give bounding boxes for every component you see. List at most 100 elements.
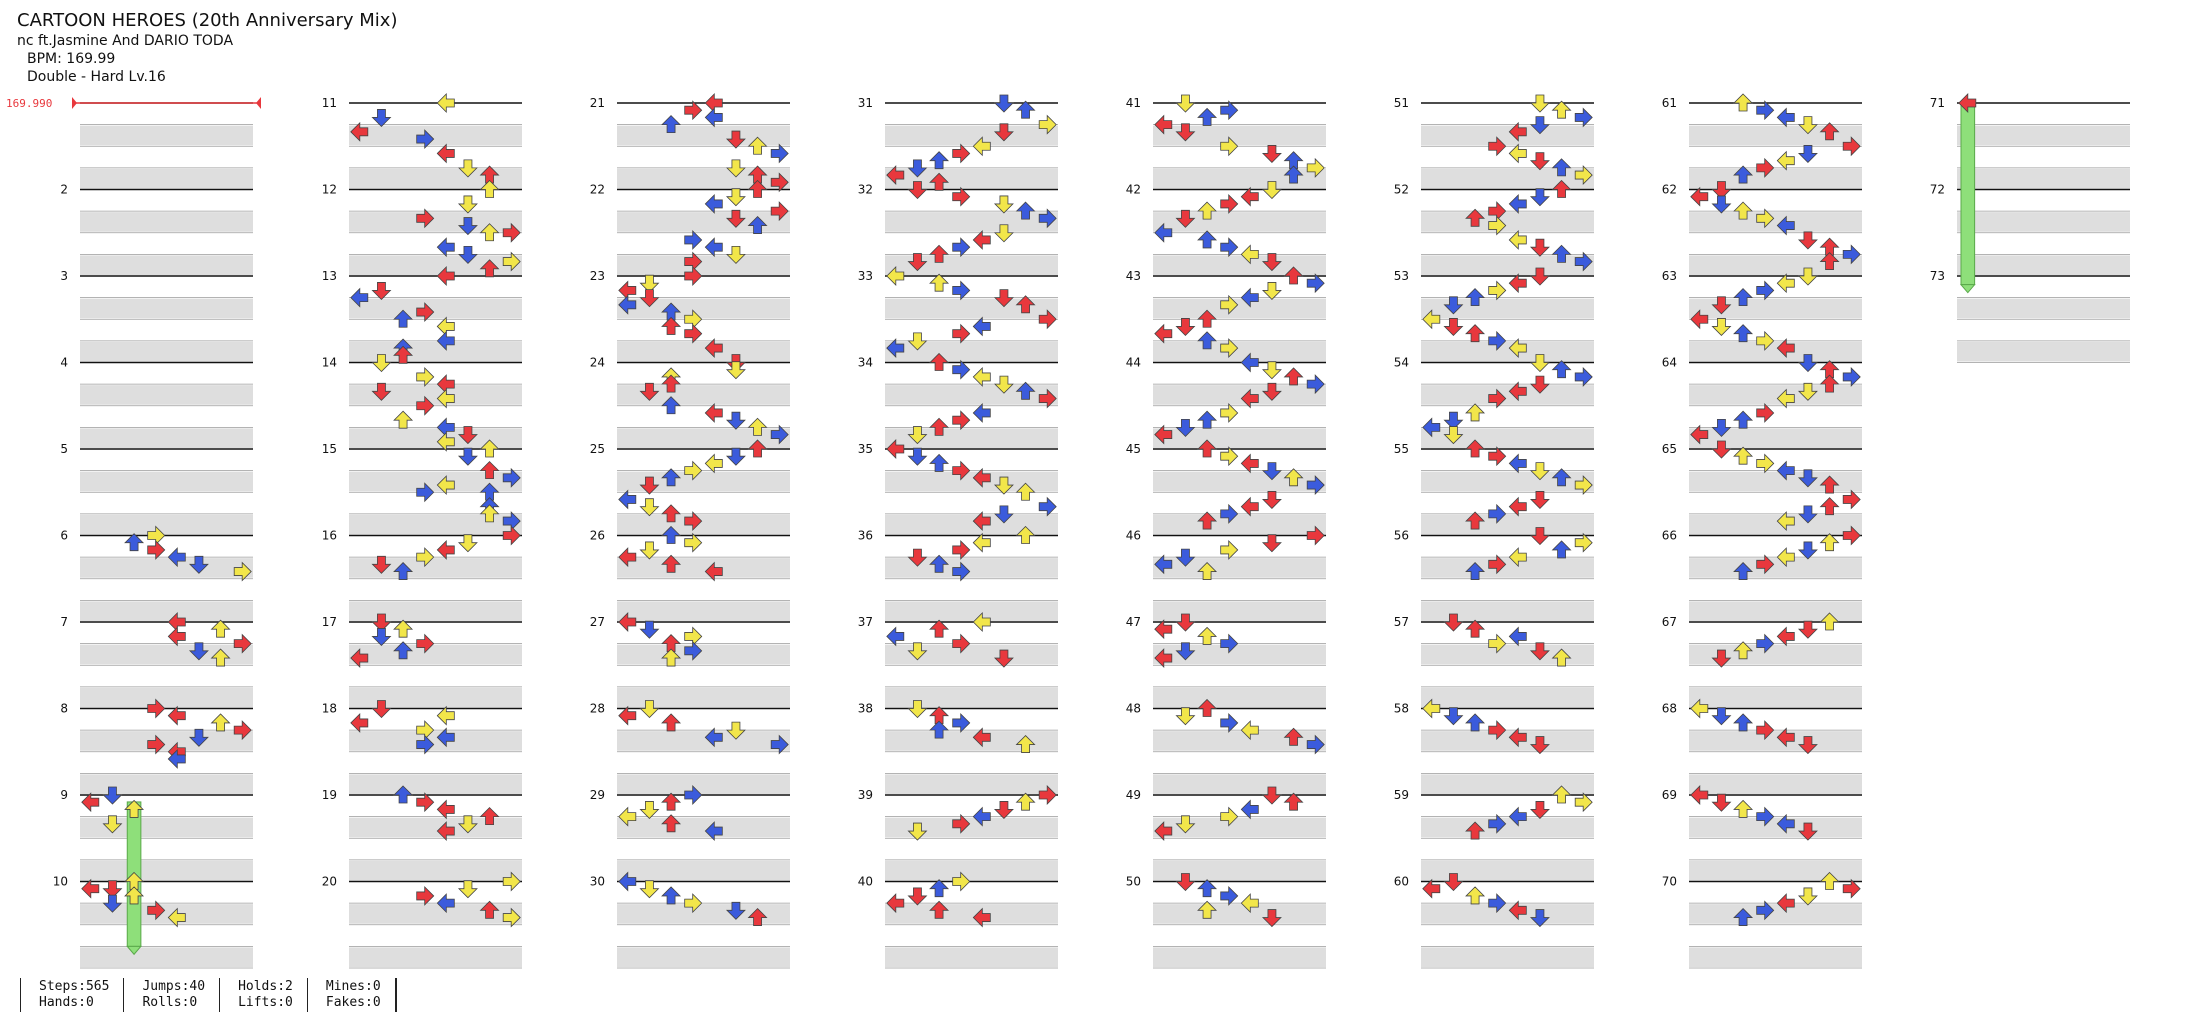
- measure-number: 20: [322, 875, 337, 889]
- step-arrow: [1797, 822, 1818, 841]
- track-stripe: [80, 644, 253, 665]
- step-arrow: [1422, 878, 1441, 899]
- step-arrow: [1443, 296, 1464, 315]
- step-arrow-shape: [1819, 612, 1840, 631]
- step-arrow-shape: [972, 229, 991, 250]
- step-arrow: [188, 555, 209, 574]
- step-arrow: [1711, 440, 1732, 459]
- step-arrow: [770, 143, 789, 164]
- step-arrow-shape: [747, 179, 768, 198]
- step-arrow: [371, 354, 392, 373]
- step-arrow-shape: [1038, 114, 1057, 135]
- step-arrow-shape: [618, 489, 637, 510]
- step-arrow-shape: [1197, 230, 1218, 249]
- step-arrow: [1508, 229, 1527, 250]
- step-arrow-shape: [436, 475, 455, 496]
- step-arrow-shape: [436, 143, 455, 164]
- step-arrow: [1508, 121, 1527, 142]
- step-arrow: [661, 648, 682, 667]
- step-arrow-shape: [1529, 94, 1550, 113]
- step-arrow: [1488, 215, 1507, 236]
- step-arrow: [393, 619, 414, 638]
- step-arrow: [1733, 93, 1754, 112]
- step-arrow: [929, 352, 950, 371]
- step-arrow: [1465, 821, 1486, 840]
- step-arrow-shape: [1529, 462, 1550, 481]
- track-stripe: [80, 947, 253, 967]
- step-arrow-shape: [1220, 503, 1239, 524]
- step-arrow-shape: [661, 814, 682, 833]
- step-arrow: [1574, 165, 1593, 186]
- step-arrow: [747, 179, 768, 198]
- step-arrow: [436, 475, 455, 496]
- step-arrow: [457, 534, 478, 553]
- track-stripe: [80, 385, 253, 405]
- step-arrow: [436, 705, 455, 726]
- track-stripe: [1689, 558, 1862, 578]
- step-arrow-shape: [1283, 367, 1304, 386]
- step-arrow-shape: [1465, 288, 1486, 307]
- step-arrow-shape: [1240, 720, 1259, 741]
- step-arrow: [1508, 381, 1527, 402]
- step-arrow-shape: [972, 316, 991, 337]
- step-arrow: [436, 330, 455, 351]
- step-arrow: [371, 382, 392, 401]
- step-arrow: [416, 129, 435, 150]
- step-arrow-shape: [188, 728, 209, 747]
- step-arrow: [1733, 799, 1754, 818]
- step-arrow: [1574, 532, 1593, 553]
- track-stripe: [1153, 471, 1326, 492]
- step-arrow-shape: [1797, 736, 1818, 755]
- step-arrow: [1529, 354, 1550, 373]
- step-arrow-shape: [1488, 893, 1507, 914]
- step-arrow-shape: [1733, 713, 1754, 732]
- track-stripe: [885, 341, 1058, 362]
- track-stripe: [349, 947, 522, 967]
- step-arrow: [1797, 382, 1818, 401]
- track-stripe: [349, 471, 522, 492]
- step-arrow: [147, 734, 166, 755]
- step-arrow-shape: [1465, 713, 1486, 732]
- step-arrow-shape: [1240, 287, 1259, 308]
- step-arrow-shape: [1776, 388, 1795, 409]
- measure-number: 52: [1394, 183, 1409, 197]
- step-arrow: [416, 547, 435, 568]
- track-stripe: [1689, 298, 1862, 319]
- step-arrow-shape: [639, 620, 660, 639]
- step-arrow-shape: [1756, 157, 1775, 178]
- step-arrow-shape: [1488, 813, 1507, 834]
- step-arrow: [457, 217, 478, 236]
- step-arrow: [1220, 294, 1239, 315]
- measure-number: 21: [590, 96, 605, 110]
- step-arrow-shape: [1261, 145, 1282, 164]
- step-arrow: [1465, 439, 1486, 458]
- step-arrow: [1842, 136, 1861, 157]
- step-arrow: [661, 792, 682, 811]
- track-stripe: [349, 817, 522, 838]
- step-arrow-shape: [1038, 208, 1057, 229]
- track-stripe: [1153, 904, 1326, 924]
- track-stripe: [885, 168, 1058, 189]
- track-stripe: [885, 687, 1058, 708]
- step-arrow: [1733, 324, 1754, 343]
- step-arrow-shape: [1306, 734, 1325, 755]
- step-arrow-shape: [661, 504, 682, 523]
- step-arrow: [210, 713, 231, 732]
- track-stripe: [349, 385, 522, 405]
- step-arrow-shape: [1488, 330, 1507, 351]
- track-stripe: [885, 385, 1058, 405]
- step-arrow: [1197, 879, 1218, 898]
- step-arrow: [1711, 793, 1732, 812]
- step-arrow: [1465, 324, 1486, 343]
- step-arrow: [1690, 785, 1709, 805]
- step-arrow-shape: [1261, 786, 1282, 805]
- step-arrow-shape: [1733, 165, 1754, 184]
- step-arrow-shape: [684, 532, 703, 553]
- step-arrow: [1175, 613, 1196, 632]
- step-arrow: [1776, 813, 1795, 834]
- track-stripe: [349, 168, 522, 189]
- step-arrow-shape: [907, 332, 928, 351]
- step-arrow-shape: [393, 345, 414, 364]
- step-arrow: [952, 813, 971, 834]
- step-arrow: [1797, 231, 1818, 250]
